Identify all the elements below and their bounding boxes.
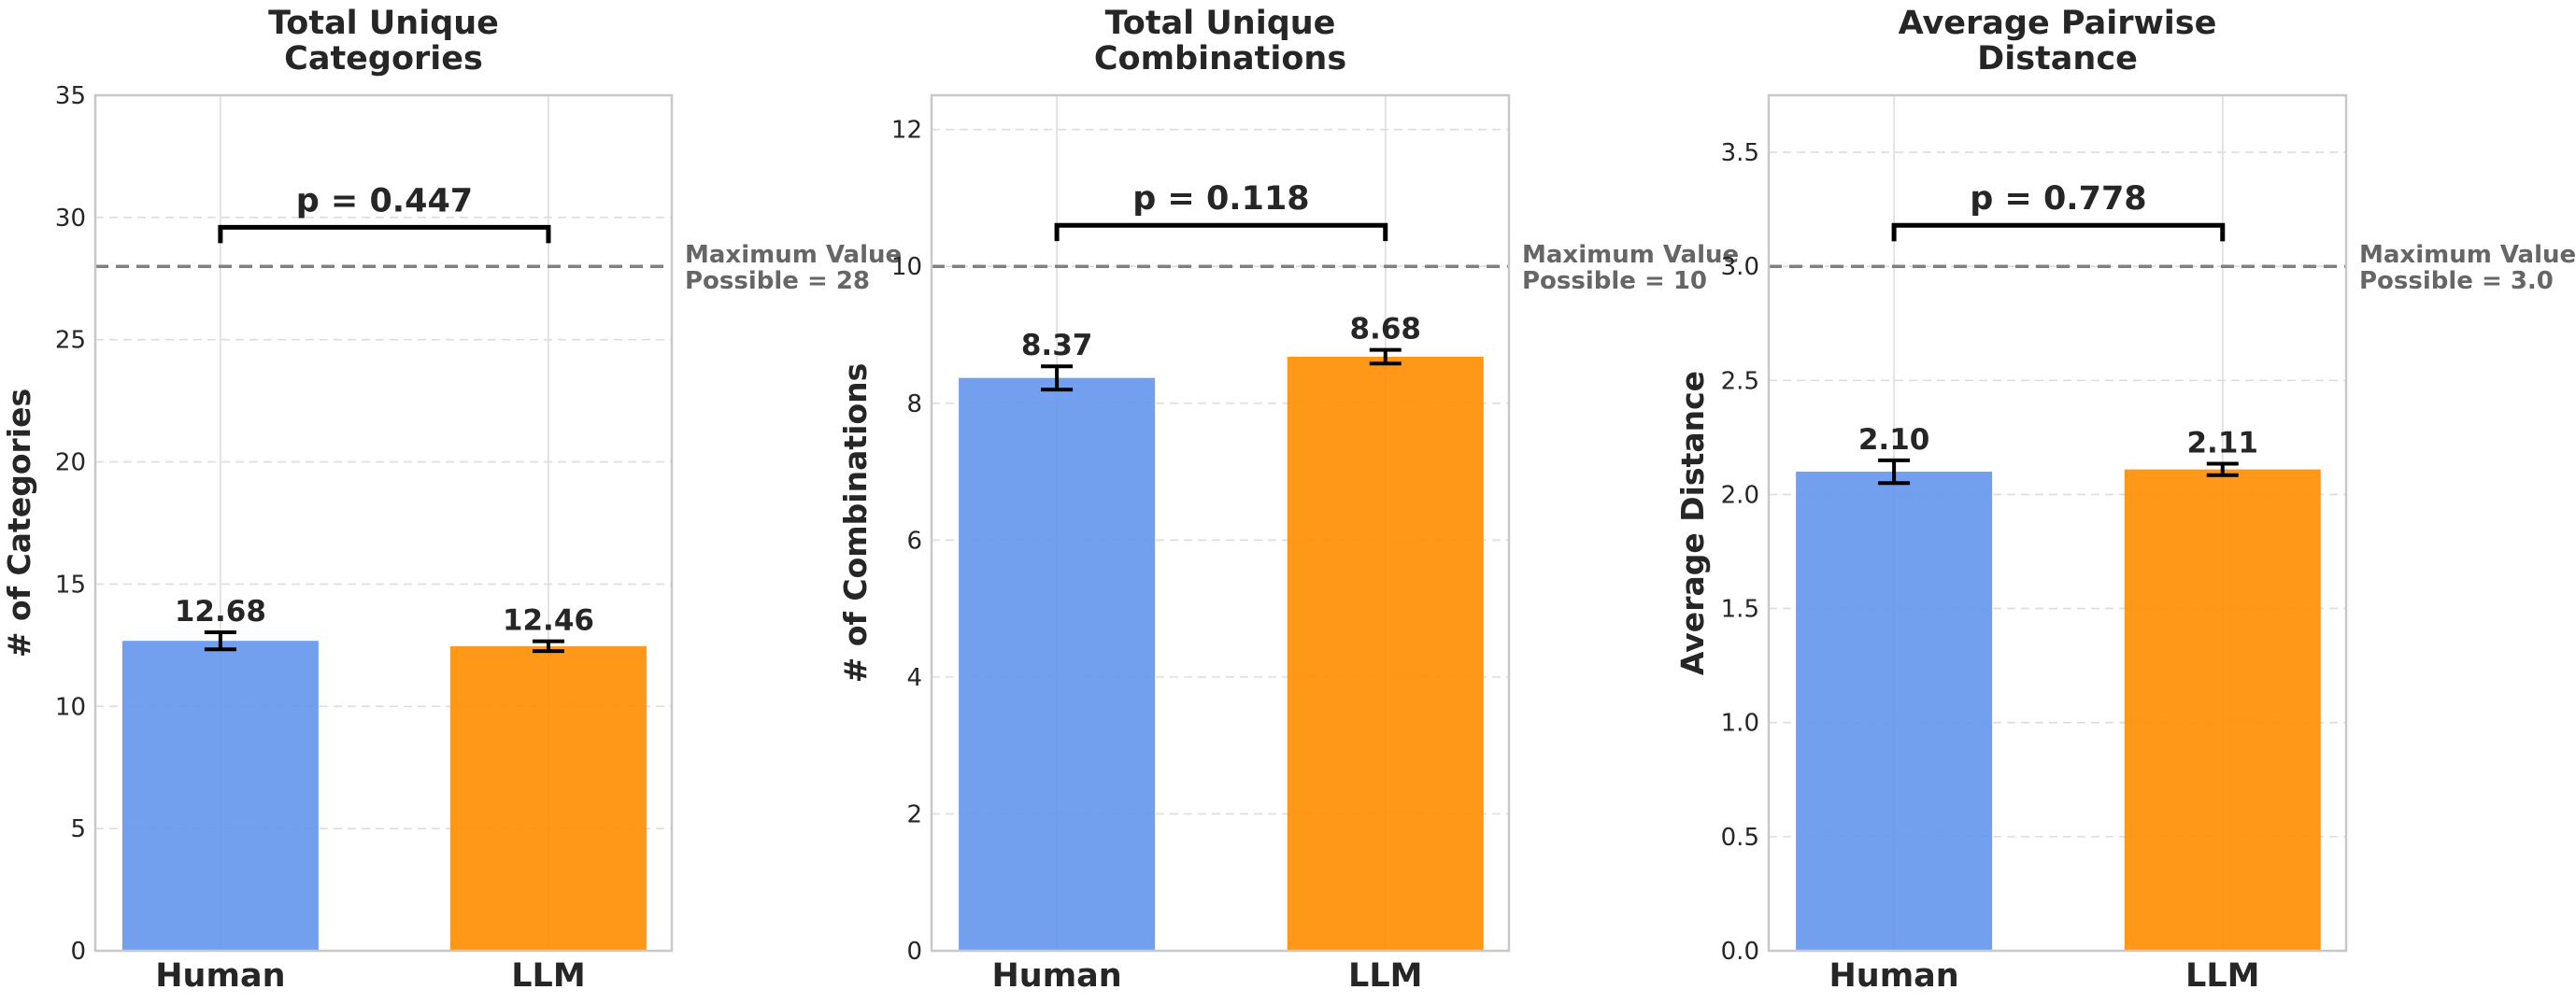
plot-frame [1767,93,2348,953]
max-value-label: Possible = 10 [1522,267,1707,295]
y-tick-label: 3.5 [1721,139,1759,167]
y-tick-label: 10 [891,253,922,281]
value-label: 2.10 [1858,423,1930,457]
chart-title: Total Unique [1105,5,1336,42]
significance-bracket [1891,222,2226,242]
x-tick-label: Human [1829,957,1958,995]
y-tick-label: 12 [891,117,922,145]
y-tick-label: 0.0 [1721,938,1759,966]
y-axis-label: Average Distance [1674,371,1711,675]
x-tick-label: LLM [2185,957,2259,995]
value-label: 12.46 [503,604,594,638]
x-tick-label: LLM [1348,957,1422,995]
bar-llm [2124,469,2321,952]
x-tick-label: Human [991,957,1121,995]
chart-title: Categories [284,40,483,78]
plot-frame [930,93,1511,953]
y-tick-label: 20 [55,449,86,477]
y-tick-label: 2.5 [1721,367,1759,395]
y-tick-label: 15 [55,571,86,599]
max-value-label: Maximum Value [2359,241,2576,269]
y-tick-label: 6 [906,527,922,555]
y-tick-label: 35 [55,82,86,110]
y-axis-label: # of Combinations [837,363,874,684]
value-label: 8.37 [1021,329,1093,362]
y-tick-label: 0 [906,938,922,966]
y-tick-label: 1.0 [1721,710,1759,738]
y-axis-label: # of Categories [1,389,37,658]
chart-title: Average Pairwise [1899,5,2217,42]
chart-title: Combinations [1094,40,1346,78]
max-value-label: Maximum Value [1522,241,1739,269]
y-tick-label: 25 [55,327,86,355]
chart-title: Total Unique [268,5,499,42]
y-tick-label: 30 [55,205,86,233]
bar-human [959,377,1156,952]
significance-bracket [1054,222,1388,242]
y-tick-label: 0.5 [1721,824,1759,852]
value-label: 8.68 [1349,313,1421,346]
y-tick-label: 3.0 [1721,253,1759,281]
x-tick-label: Human [155,957,285,995]
y-tick-label: 4 [906,664,922,692]
value-label: 12.68 [175,595,266,629]
y-tick-label: 5 [70,815,86,843]
max-value-label: Maximum Value [685,241,902,269]
p-value-label: p = 0.118 [1132,180,1309,218]
bar-human [121,641,319,951]
y-tick-label: 2 [906,800,922,828]
x-tick-label: LLM [511,957,585,995]
significance-bracket [218,224,551,244]
max-value-label: Possible = 28 [685,267,870,295]
y-tick-label: 1.5 [1721,596,1759,624]
value-label: 2.11 [2186,426,2258,460]
plot-frame [93,93,674,953]
max-value-label: Possible = 3.0 [2359,267,2554,295]
y-tick-label: 8 [906,390,922,418]
bar-llm [449,645,647,951]
chart-title: Distance [1977,40,2138,78]
bar-human [1796,472,1993,951]
p-value-label: p = 0.447 [296,182,473,219]
y-tick-label: 0 [70,938,86,966]
p-value-label: p = 0.778 [1970,180,2146,218]
bar-llm [1287,356,1484,952]
y-tick-label: 10 [55,693,86,721]
y-tick-label: 2.0 [1721,481,1759,509]
